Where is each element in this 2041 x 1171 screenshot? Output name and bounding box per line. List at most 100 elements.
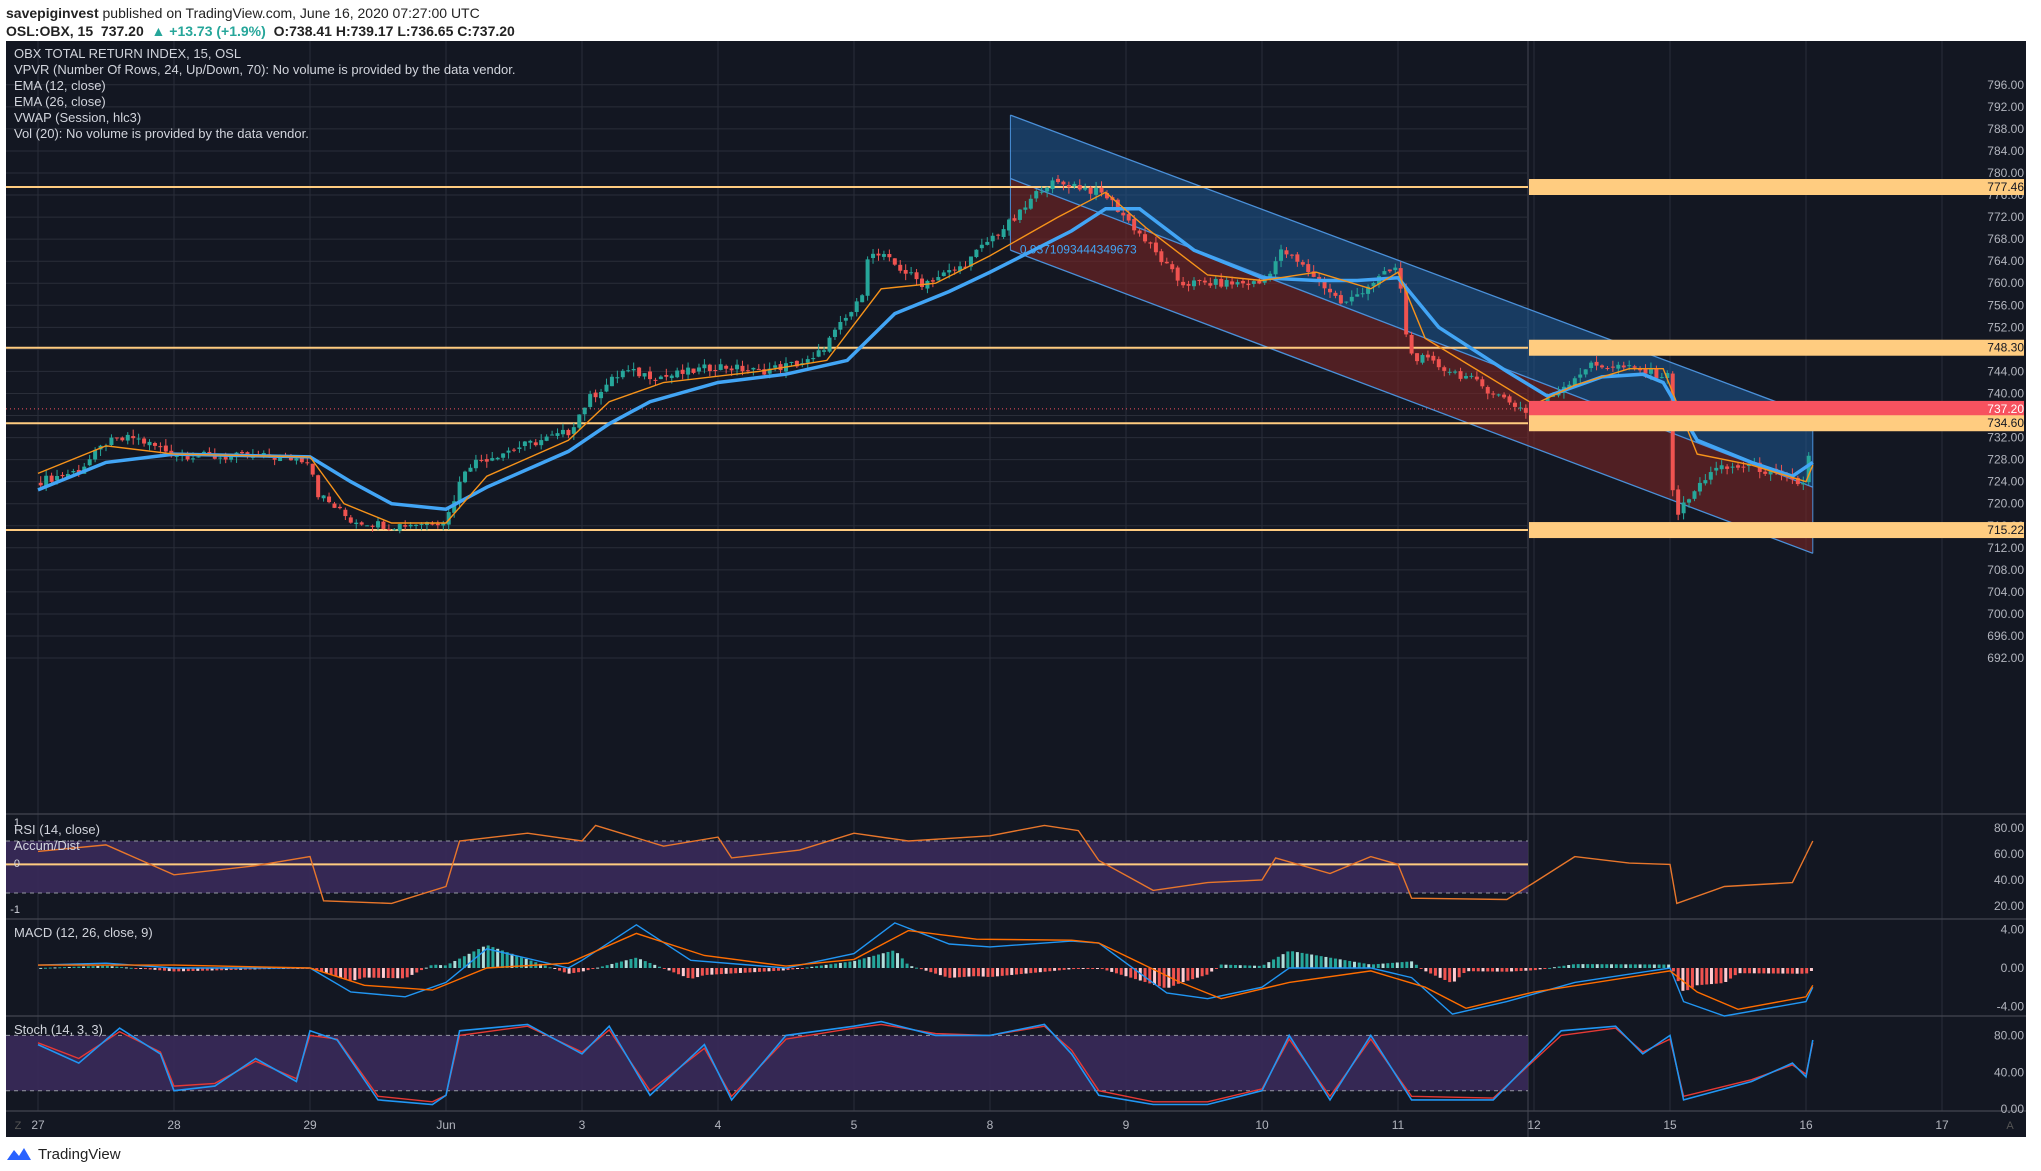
time-label-15: 15 xyxy=(1663,1118,1677,1132)
candle-body xyxy=(397,524,402,531)
price-tick: 764.00 xyxy=(1987,254,2024,268)
macd-hist-bar xyxy=(605,965,609,968)
candle-body xyxy=(114,437,119,439)
candle-body xyxy=(571,427,576,434)
macd-hist-bar xyxy=(48,967,52,969)
macd-hist-bar xyxy=(1205,968,1209,975)
macd-hist-bar xyxy=(1595,964,1599,968)
price-tag-label: 715.22 xyxy=(1987,523,2024,537)
macd-hist-bar xyxy=(934,968,938,974)
candle-body xyxy=(196,456,201,458)
macd-hist-bar xyxy=(1253,965,1257,968)
macd-hist-bar xyxy=(129,967,133,969)
candle-body xyxy=(1192,280,1196,287)
candle-body xyxy=(348,517,353,523)
channel-lower-fill xyxy=(1010,178,1813,554)
candle-body xyxy=(789,361,794,363)
macd-hist-bar xyxy=(396,968,400,979)
candle-body xyxy=(359,522,364,525)
macd-hist-bar xyxy=(1081,968,1085,969)
macd-hist-bar xyxy=(1248,965,1252,968)
macd-hist-bar xyxy=(1095,968,1099,969)
candle-body xyxy=(1121,212,1126,216)
macd-hist-bar xyxy=(1543,968,1547,969)
accum-tick: -1 xyxy=(10,904,20,916)
candle-body xyxy=(794,360,799,367)
macd-hist-bar xyxy=(924,968,928,971)
macd-hist-bar xyxy=(110,966,114,968)
candle-body xyxy=(1453,371,1458,373)
candle-body xyxy=(365,525,370,527)
candle-body xyxy=(484,459,489,462)
candle-body xyxy=(1246,283,1251,286)
candle-body xyxy=(658,376,663,380)
macd-hist-bar xyxy=(995,968,999,977)
footer: TradingView xyxy=(6,1143,121,1165)
candle-body xyxy=(1431,355,1436,361)
candle-body xyxy=(1736,465,1740,468)
macd-hist-bar xyxy=(1590,964,1594,968)
candle-body xyxy=(1703,480,1708,484)
macd-hist-bar xyxy=(686,968,690,978)
price-tick: 772.00 xyxy=(1987,210,2024,224)
macd-hist-bar xyxy=(1076,968,1080,969)
candle-body xyxy=(1300,262,1305,265)
candle-body xyxy=(452,501,457,513)
macd-hist-bar xyxy=(134,968,138,969)
candle-body xyxy=(1485,387,1490,394)
candle-body xyxy=(163,445,168,452)
candle-body xyxy=(816,350,821,357)
macd-hist-bar xyxy=(1048,968,1052,972)
candle-body xyxy=(1240,281,1245,284)
macd-hist-bar xyxy=(1610,964,1614,968)
macd-hist-bar xyxy=(101,965,105,968)
price-tick: 696.00 xyxy=(1987,629,2024,643)
author-name[interactable]: savepiginvest xyxy=(6,5,99,21)
candle-body xyxy=(185,455,190,460)
candle-body xyxy=(735,364,740,370)
macd-hist-bar xyxy=(691,968,695,979)
macd-hist-bar xyxy=(753,968,757,973)
macd-hist-bar xyxy=(1457,968,1461,978)
candle-body xyxy=(93,449,98,460)
legend-line: Vol (20): No volume is provided by the d… xyxy=(14,126,309,141)
macd-hist-bar xyxy=(867,957,871,968)
candle-body xyxy=(1719,465,1724,470)
macd-hist-bar xyxy=(210,968,214,971)
candle-body xyxy=(1371,282,1376,287)
brand-name[interactable]: TradingView xyxy=(38,1145,121,1163)
candle-body xyxy=(1605,367,1610,369)
macd-hist-bar xyxy=(1690,968,1694,988)
macd-hist-bar xyxy=(857,959,861,968)
macd-hist-bar xyxy=(1767,968,1771,974)
macd-hist-bar xyxy=(120,967,124,969)
macd-hist-bar xyxy=(1581,964,1585,968)
macd-hist-bar xyxy=(962,968,966,977)
candle-body xyxy=(740,365,745,372)
candle-body xyxy=(979,244,984,249)
macd-hist-bar xyxy=(1719,968,1723,984)
candle-body xyxy=(71,471,76,473)
candle-body xyxy=(272,457,277,460)
candle-body xyxy=(1507,396,1512,403)
candle-body xyxy=(811,358,816,360)
macd-hist-bar xyxy=(167,968,171,972)
candle-body xyxy=(512,449,516,451)
candle-body xyxy=(1230,281,1235,285)
candle-body xyxy=(1382,271,1387,275)
time-axis-end-marker: A xyxy=(2006,1120,2014,1132)
macd-hist-bar xyxy=(796,968,800,969)
macd-hist-bar xyxy=(1705,968,1709,985)
macd-hist-bar xyxy=(158,968,162,971)
macd-hist-bar xyxy=(672,968,676,973)
macd-hist-bar xyxy=(586,968,590,971)
candle-body xyxy=(343,509,348,517)
candle-body xyxy=(191,458,196,460)
price-tick: 780.00 xyxy=(1987,166,2024,180)
price-tick: 788.00 xyxy=(1987,122,2024,136)
candle-body xyxy=(1007,219,1012,231)
macd-hist-bar xyxy=(1743,968,1747,974)
macd-hist-bar xyxy=(1086,968,1090,969)
macd-hist-bar xyxy=(1467,968,1471,972)
